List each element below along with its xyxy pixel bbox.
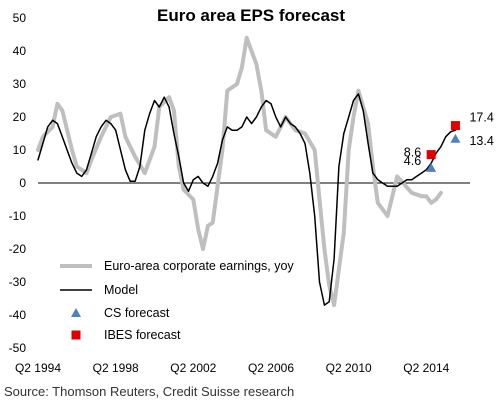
x-tick-label: Q2 1998 (93, 361, 139, 375)
y-tick-label: 0 (19, 176, 26, 190)
legend-swatch-ibes (71, 330, 81, 340)
y-tick-label: 20 (13, 110, 27, 124)
x-tick-label: Q2 1994 (15, 361, 61, 375)
y-tick-label: -10 (9, 209, 27, 223)
y-tick-label: 30 (13, 77, 27, 91)
y-tick-label: -20 (9, 242, 27, 256)
cs-forecast-point (450, 133, 461, 143)
y-tick-label: 40 (13, 44, 27, 58)
legend-swatch-cs (71, 308, 81, 317)
series-line-earnings (36, 35, 443, 308)
legend-label: CS forecast (104, 306, 170, 320)
source-note: Source: Thomson Reuters, Credit Suisse r… (4, 384, 295, 399)
legend-label: Model (104, 283, 138, 297)
legend-label: IBES forecast (104, 328, 181, 342)
x-tick-label: Q2 2014 (403, 361, 449, 375)
data-label: 8.6 (404, 146, 421, 160)
y-tick-label: 50 (13, 11, 27, 25)
x-tick-label: Q2 2010 (326, 361, 372, 375)
x-tick-label: Q2 2006 (248, 361, 294, 375)
series-line-model (37, 93, 457, 306)
data-label: 17.4 (469, 111, 493, 125)
y-tick-label: -50 (9, 341, 27, 355)
data-label: 4.6 (404, 154, 421, 168)
y-tick-label: -30 (9, 275, 27, 289)
cs-forecast-point (426, 162, 437, 172)
chart-title: Euro area EPS forecast (156, 6, 346, 25)
ibes-forecast-point (450, 121, 460, 131)
x-tick-label: Q2 2002 (170, 361, 216, 375)
y-tick-label: -40 (9, 308, 27, 322)
ibes-forecast-point (426, 150, 436, 160)
y-tick-label: 10 (13, 143, 27, 157)
legend-label: Euro-area corporate earnings, yoy (104, 259, 294, 273)
data-label: 13.4 (469, 134, 493, 148)
